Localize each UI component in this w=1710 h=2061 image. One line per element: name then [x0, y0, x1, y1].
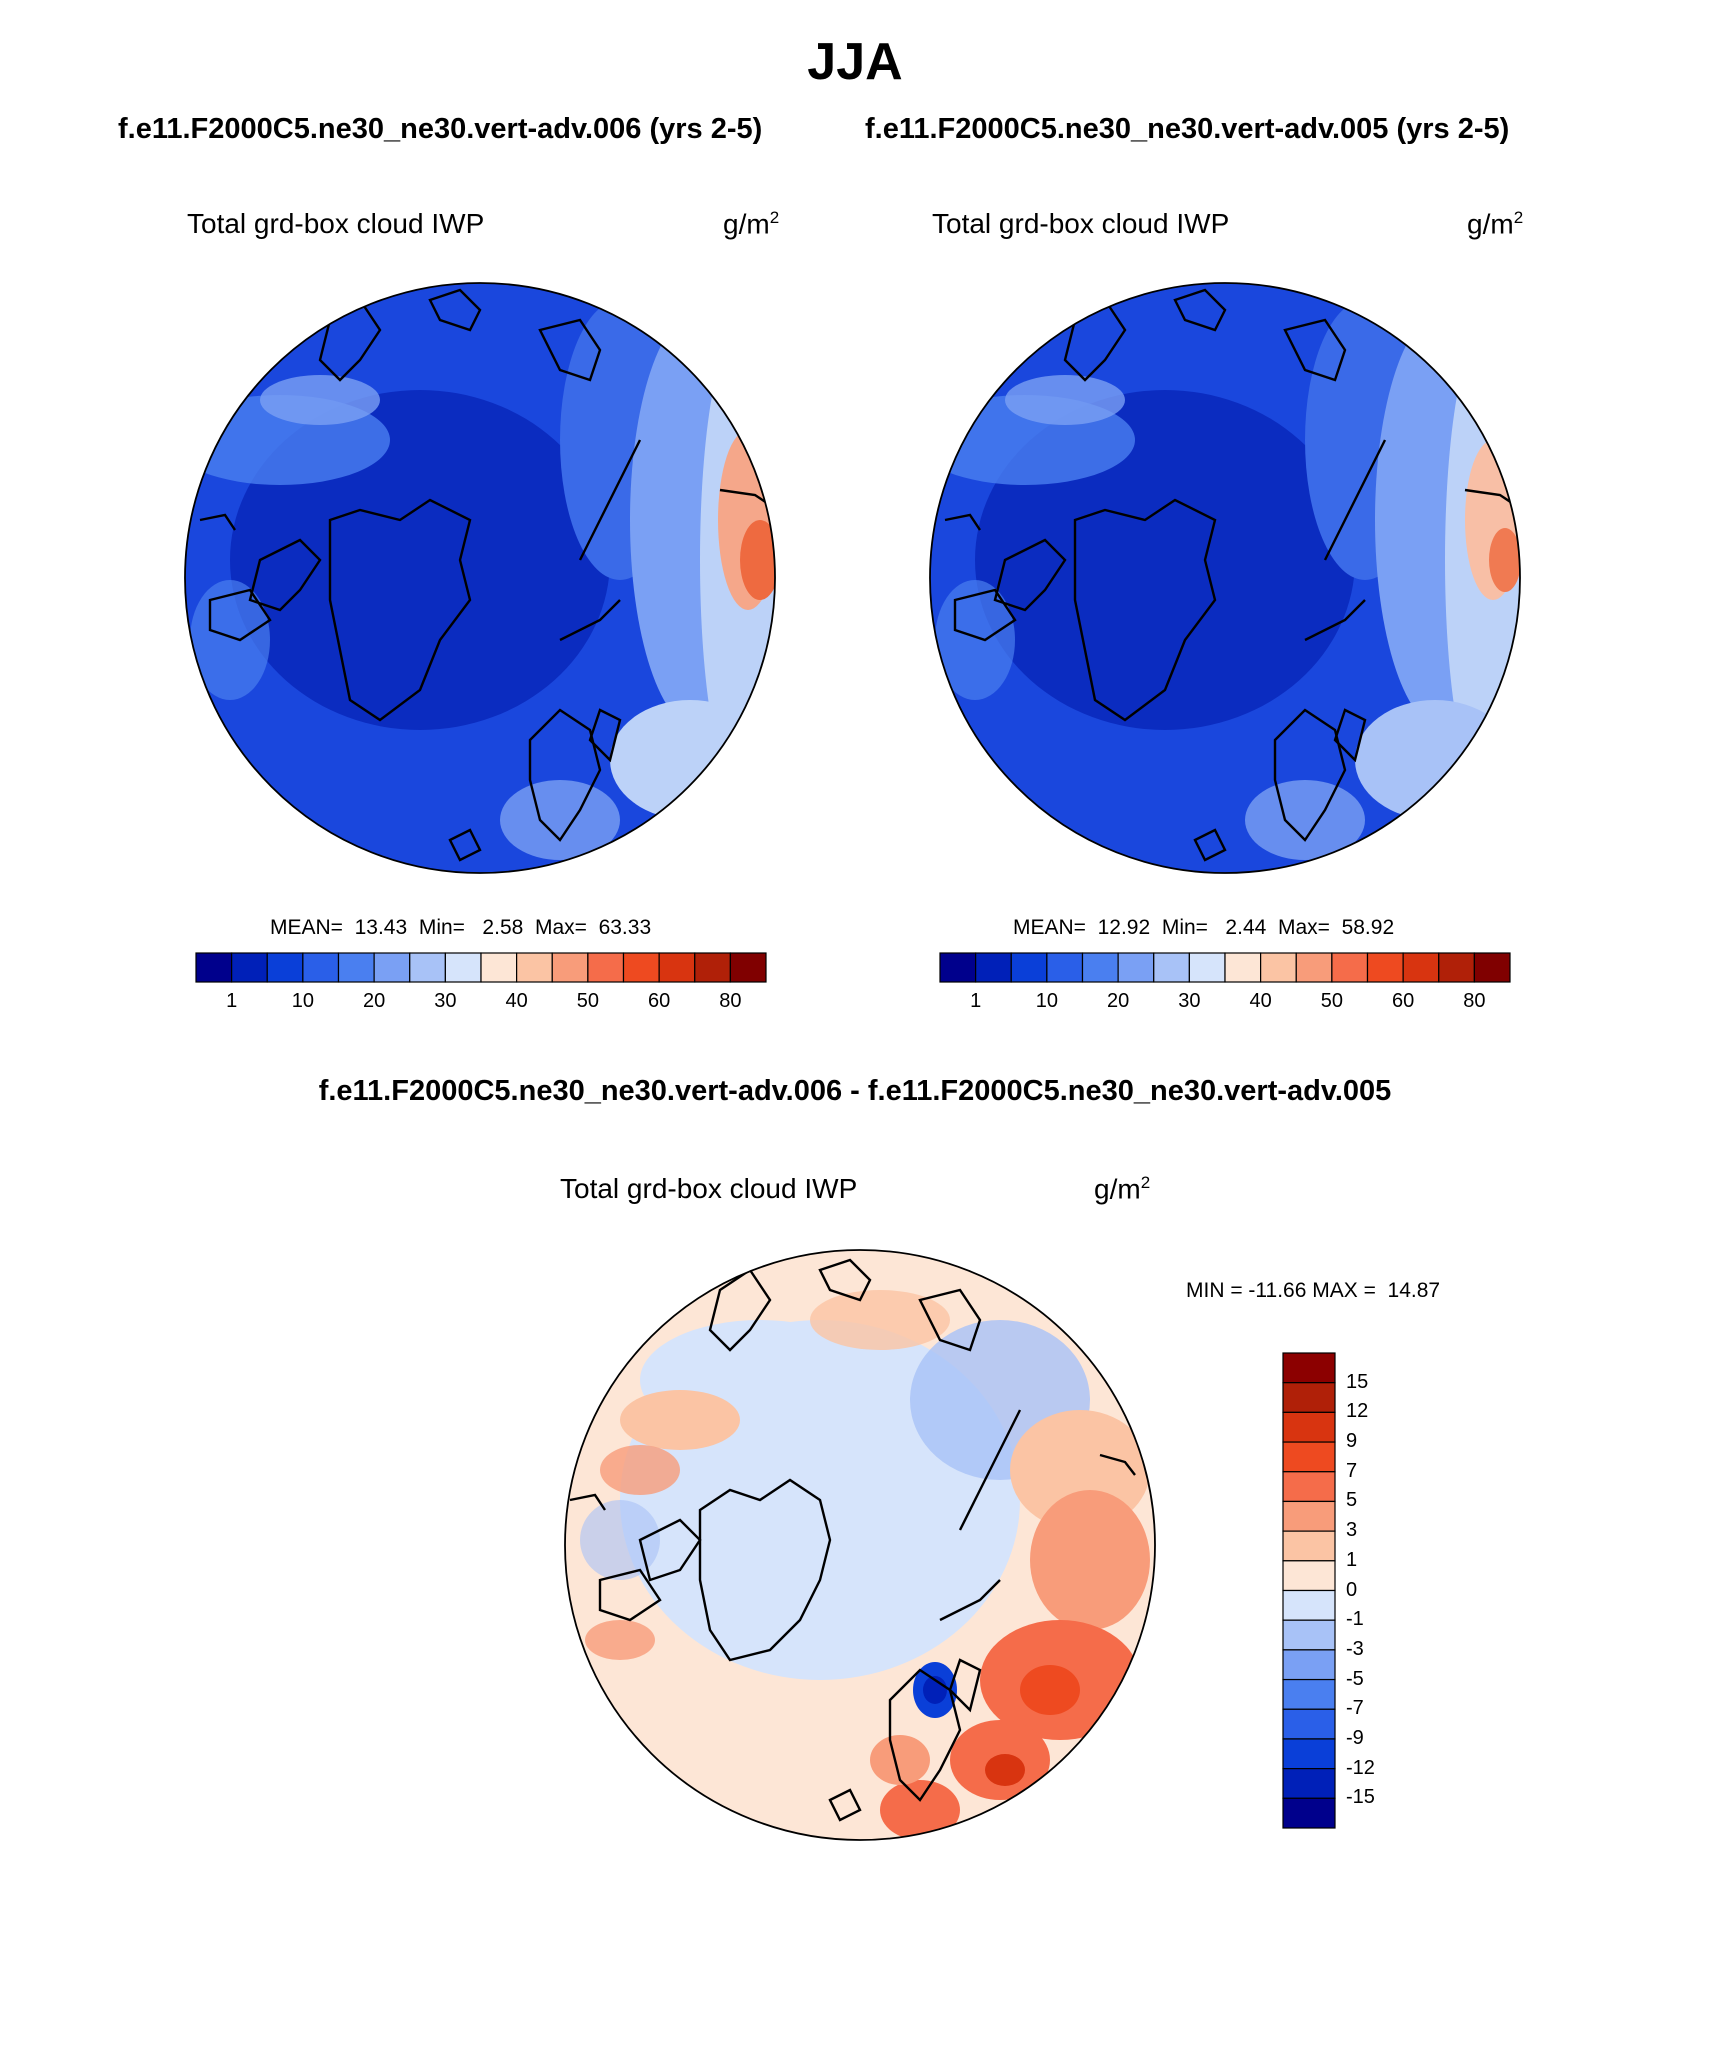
difference-colorbar-tick-label: 5 — [1346, 1489, 1358, 1512]
left-colorbar-swatch — [658, 952, 696, 983]
left-colorbar-swatch — [587, 952, 625, 983]
left-colorbar-swatch — [302, 952, 340, 983]
right-colorbar-swatch — [1473, 952, 1511, 983]
right-colorbar-swatch — [1188, 952, 1226, 983]
right-panel-variable-label: Total grd-box cloud IWP — [932, 208, 1230, 239]
difference-colorbar-swatch — [1282, 1352, 1336, 1384]
left-colorbar-swatch — [551, 952, 589, 983]
difference-colorbar-tick-label: -15 — [1346, 1786, 1375, 1809]
difference-colorbar-tick-label: 7 — [1346, 1459, 1358, 1482]
right-colorbar-swatch — [1224, 952, 1262, 983]
left-colorbar-tick-label: 50 — [576, 990, 599, 1012]
difference-colorbar-tick-label: 15 — [1346, 1370, 1369, 1393]
difference-colorbar-swatch — [1282, 1500, 1336, 1532]
difference-colorbar-swatch — [1282, 1560, 1336, 1592]
left-panel-variable-label: Total grd-box cloud IWP — [187, 208, 485, 239]
difference-colorbar-swatch — [1282, 1768, 1336, 1799]
left-colorbar-tick-label: 30 — [434, 990, 457, 1012]
right-colorbar-swatch — [1295, 952, 1333, 983]
right-colorbar-swatch — [1153, 952, 1190, 983]
left-colorbar-swatch — [337, 952, 375, 983]
right-colorbar-swatch — [1117, 952, 1155, 983]
left-colorbar — [195, 952, 767, 983]
difference-colorbar-swatch — [1282, 1441, 1336, 1473]
right-colorbar-tick-label: 80 — [1463, 990, 1486, 1012]
difference-colorbar-swatch — [1282, 1411, 1336, 1443]
right-panel-stats: MEAN= 12.92 Min= 2.44 Max= 58.92 — [1013, 916, 1395, 939]
difference-colorbar-tick-label: -3 — [1346, 1637, 1364, 1660]
difference-colorbar-tick-label: 9 — [1346, 1430, 1358, 1453]
left-colorbar-swatch — [516, 952, 553, 983]
right-colorbar — [939, 952, 1511, 983]
difference-colorbar-tick-label: 3 — [1346, 1519, 1358, 1542]
difference-colorbar-tick-label: 0 — [1346, 1578, 1358, 1601]
difference-colorbar-swatch — [1282, 1530, 1336, 1562]
right-colorbar-swatch — [1046, 952, 1084, 983]
right-colorbar-swatch — [1438, 952, 1475, 983]
right-colorbar-swatch — [939, 952, 977, 983]
right-colorbar-tick-label: 60 — [1392, 990, 1415, 1012]
difference-colorbar-tick-label: -7 — [1346, 1697, 1364, 1720]
left-colorbar-swatch — [480, 952, 518, 983]
difference-colorbar-swatch — [1282, 1471, 1336, 1503]
right-colorbar-swatch — [975, 952, 1012, 983]
difference-colorbar-swatch — [1282, 1382, 1336, 1413]
left-colorbar-tick-label: 80 — [719, 990, 742, 1012]
right-panel-case-name: f.e11.F2000C5.ne30_ne30.vert-adv.005 (yr… — [865, 113, 1510, 145]
left-colorbar-swatch — [266, 952, 304, 983]
left-colorbar-tick-label: 60 — [648, 990, 671, 1012]
left-colorbar-swatch — [444, 952, 482, 983]
left-colorbar-tick-label: 1 — [226, 990, 238, 1012]
left-colorbar-swatch — [694, 952, 731, 983]
difference-colorbar-tick-label: -12 — [1346, 1756, 1375, 1779]
right-colorbar-tick-label: 40 — [1249, 990, 1272, 1012]
diff-panel-unit: g/m2 — [1094, 1173, 1151, 1205]
difference-case-title: f.e11.F2000C5.ne30_ne30.vert-adv.006 - f… — [318, 1075, 1392, 1107]
difference-colorbar-swatch — [1282, 1708, 1336, 1740]
difference-colorbar — [1282, 1352, 1336, 1829]
left-panel-stats: MEAN= 13.43 Min= 2.58 Max= 63.33 — [270, 916, 652, 939]
difference-colorbar-tick-label: 12 — [1346, 1400, 1369, 1423]
right-colorbar-swatch — [1010, 952, 1048, 983]
left-panel-case-name: f.e11.F2000C5.ne30_ne30.vert-adv.006 (yr… — [118, 113, 763, 145]
left-colorbar-swatch — [373, 952, 411, 983]
difference-colorbar-swatch — [1282, 1649, 1336, 1681]
left-colorbar-tick-label: 40 — [505, 990, 528, 1012]
difference-polar-map — [564, 1249, 1156, 1841]
difference-colorbar-swatch — [1282, 1619, 1336, 1651]
difference-colorbar-tick-label: -1 — [1346, 1608, 1364, 1631]
left-colorbar-swatch — [409, 952, 446, 983]
right-colorbar-tick-label: 1 — [970, 990, 982, 1012]
right-colorbar-tick-label: 20 — [1107, 990, 1130, 1012]
difference-colorbar-swatch — [1282, 1797, 1336, 1829]
difference-colorbar-swatch — [1282, 1738, 1336, 1770]
right-colorbar-swatch — [1331, 952, 1369, 983]
left-colorbar-swatch — [622, 952, 660, 983]
left-colorbar-swatch — [195, 952, 233, 983]
difference-colorbar-tick-label: -5 — [1346, 1667, 1364, 1690]
left-colorbar-swatch — [729, 952, 767, 983]
difference-colorbar-tick-label: 1 — [1346, 1548, 1358, 1571]
left-polar-map — [184, 282, 776, 874]
diff-panel-variable-label: Total grd-box cloud IWP — [560, 1173, 858, 1204]
right-colorbar-tick-label: 50 — [1320, 990, 1343, 1012]
difference-colorbar-tick-label: -9 — [1346, 1726, 1364, 1749]
right-polar-map — [929, 282, 1521, 874]
left-panel-unit: g/m2 — [723, 208, 780, 240]
figure-title: JJA — [807, 33, 903, 91]
left-colorbar-tick-label: 20 — [363, 990, 386, 1012]
difference-colorbar-swatch — [1282, 1678, 1336, 1710]
right-colorbar-swatch — [1081, 952, 1119, 983]
left-colorbar-tick-label: 10 — [291, 990, 314, 1012]
left-colorbar-swatch — [231, 952, 268, 983]
right-colorbar-swatch — [1366, 952, 1404, 983]
right-colorbar-tick-label: 10 — [1035, 990, 1058, 1012]
right-colorbar-swatch — [1260, 952, 1297, 983]
right-panel-unit: g/m2 — [1467, 208, 1524, 240]
difference-colorbar-swatch — [1282, 1589, 1336, 1621]
right-colorbar-swatch — [1402, 952, 1440, 983]
diff-panel-stats: MIN = -11.66 MAX = 14.87 — [1186, 1279, 1441, 1302]
right-colorbar-tick-label: 30 — [1178, 990, 1201, 1012]
